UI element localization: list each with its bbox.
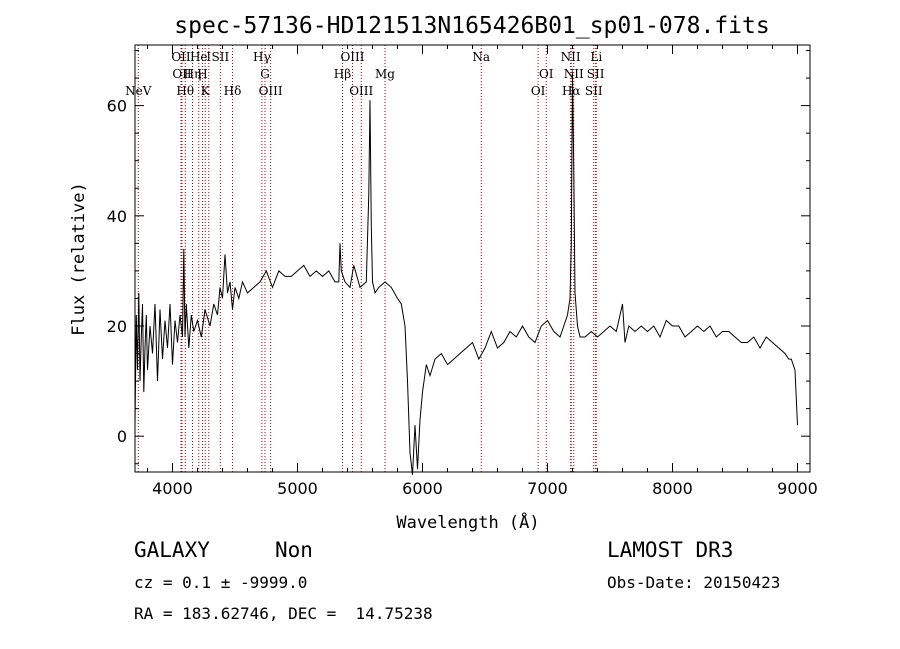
x-tick-label: 8000 [652,479,693,498]
emission-line-label: NeV [125,84,152,98]
emission-line-label: K [201,84,211,98]
emission-line-label: Hη [184,67,202,81]
y-tick-label: 40 [107,207,127,226]
y-axis-title: Flux (relative) [69,182,89,336]
emission-line-label: OIII [349,84,373,98]
x-tick-label: 4000 [152,479,193,498]
x-axis: 4000 5000 6000 7000 8000 9000 [147,45,818,498]
emission-line-label: Hα [562,84,581,98]
observation-date: Obs-Date: 20150423 [607,573,781,592]
emission-line-label: H [197,67,207,81]
emission-line-label: Hβ [334,67,351,81]
emission-line-label: OII [172,67,192,81]
emission-line-label: SII [585,84,603,98]
emission-line-label: OIII [259,84,283,98]
x-tick-label: 9000 [777,479,818,498]
emission-line-label: NII [561,50,581,64]
emission-line-label: Na [472,50,490,64]
x-tick-label: 6000 [402,479,443,498]
emission-line-label: SII [587,67,605,81]
emission-line-label: NII [564,67,584,81]
spectrum-series-line [134,72,798,475]
emission-line-label: I [206,50,211,64]
x-axis-title: Wavelength (Å) [396,511,539,533]
y-axis: 0 20 40 60 [107,50,810,465]
emission-line-label: OI [531,84,546,98]
x-tick-label: 5000 [277,479,318,498]
y-tick-label: 60 [107,97,127,116]
object-class: GALAXY [134,538,210,562]
emission-line-label: OIII [340,50,364,64]
emission-line-label: SII [212,50,230,64]
y-tick-label: 20 [107,317,127,336]
plot-frame [134,44,811,473]
emission-line-label: OII [171,50,191,64]
emission-line-label: Hγ [253,50,271,64]
emission-line-label: He [190,50,208,64]
survey-release: LAMOST DR3 [607,538,734,562]
emission-line-label: Hθ [176,84,194,98]
y-tick-label: 0 [117,427,127,446]
emission-line-label: OI [539,67,554,81]
chart-title: spec-57136-HD121513N165426B01_sp01-078.f… [174,13,769,39]
coordinates-readout: RA = 183.62746, DEC = 14.75238 [134,604,433,623]
emission-line-label: Hδ [224,84,242,98]
emission-line-label: Li [590,50,602,64]
emission-line-label: Mg [375,67,395,81]
emission-line-label: G [260,67,270,81]
object-subclass: Non [275,538,313,562]
redshift-readout: cz = 0.1 ± -9999.0 [134,573,308,592]
x-tick-label: 7000 [527,479,568,498]
